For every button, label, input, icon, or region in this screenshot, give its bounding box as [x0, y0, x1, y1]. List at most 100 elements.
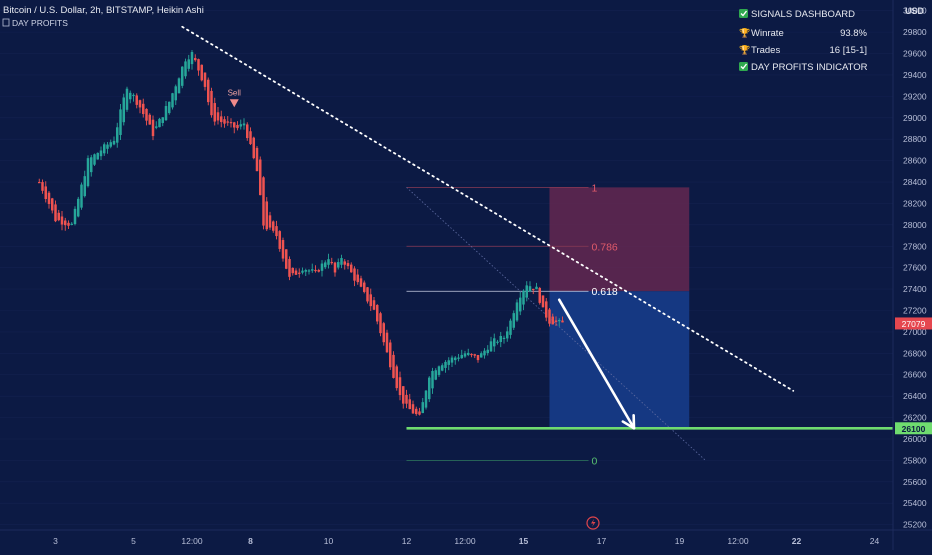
candle-body: [340, 258, 343, 265]
candle-body: [275, 226, 278, 237]
candle-body: [415, 408, 418, 415]
x-tick-label: 8: [248, 536, 253, 546]
candle-body: [431, 370, 434, 389]
currency-label: USD: [905, 6, 925, 16]
candle-body: [255, 147, 259, 172]
candle-body: [142, 103, 145, 115]
indicator-name: DAY PROFITS: [12, 18, 68, 28]
candle-body: [541, 295, 545, 308]
candle-body: [233, 122, 236, 128]
candle-body: [96, 152, 99, 160]
candle-body: [216, 112, 220, 121]
candle-body: [330, 261, 333, 264]
y-tick-label: 30000: [903, 6, 927, 16]
y-tick-label: 28800: [903, 134, 927, 144]
candle-body: [116, 127, 119, 143]
candle-body: [418, 411, 421, 415]
y-tick-label: 27800: [903, 241, 927, 251]
time-axis[interactable]: 3 5 12:00 8 10 12 12:00 15 17 19 12:00 22 24: [53, 536, 879, 546]
stop-loss-zone: [549, 187, 690, 292]
candle-body: [259, 159, 262, 196]
candle-body: [301, 270, 304, 273]
x-tick-label: 5: [131, 536, 136, 546]
candle-body: [561, 320, 564, 323]
candle-body: [551, 316, 554, 325]
indicator-icon: [2, 18, 10, 27]
y-tick-label: 28200: [903, 198, 927, 208]
y-tick-label: 29800: [903, 27, 927, 37]
y-tick-label: 25200: [903, 520, 927, 530]
y-tick-label: 29200: [903, 91, 927, 101]
candle-body: [353, 268, 356, 281]
candle-body: [441, 365, 444, 371]
candle-body: [135, 95, 138, 105]
candle-body: [454, 357, 457, 361]
candle-body: [161, 117, 164, 123]
dashboard-title: SIGNALS DASHBOARD: [751, 9, 855, 20]
candle-body: [512, 313, 515, 328]
candle-body: [558, 320, 561, 322]
candle-body: [70, 223, 73, 225]
candle-body: [499, 336, 502, 343]
check-icon: [739, 62, 748, 71]
candle-body: [337, 262, 340, 268]
candle-body: [262, 177, 265, 226]
candle-body: [411, 404, 415, 414]
lightning-icon[interactable]: [586, 516, 600, 530]
candle-body: [125, 88, 129, 110]
candle-body: [207, 79, 210, 103]
candle-body: [298, 272, 301, 274]
y-tick-label: 27000: [903, 327, 927, 337]
projection-arrow-head: [621, 413, 636, 430]
candle-body: [506, 331, 509, 339]
candle-body: [359, 278, 363, 287]
x-tick-label: 12:00: [181, 536, 203, 546]
candle-body: [132, 94, 135, 97]
trophy-icon: 🏆: [739, 27, 750, 38]
candle-body: [525, 285, 528, 298]
x-tick-label: 17: [597, 536, 607, 546]
candle-body: [177, 78, 181, 94]
candle-body: [83, 176, 86, 197]
y-tick-label: 25400: [903, 498, 927, 508]
candle-body: [444, 361, 447, 368]
candle-body: [187, 59, 190, 69]
candle-body: [190, 52, 194, 65]
candle-body: [57, 212, 60, 221]
candle-body: [424, 390, 428, 408]
y-tick-label: 26400: [903, 391, 927, 401]
price-axis[interactable]: 25200 25400 25600 25800 26000 26200 26400 26600…: [903, 6, 927, 530]
candle-body: [67, 222, 70, 226]
candle-body: [122, 97, 125, 123]
x-tick-label: 10: [324, 536, 334, 546]
candle-body: [148, 114, 151, 125]
candle-body: [168, 101, 171, 114]
sell-signal-label: Sell: [228, 88, 242, 97]
y-tick-label: 28400: [903, 177, 927, 187]
fib-level-label: 1: [592, 182, 598, 194]
candle-body: [291, 267, 294, 274]
candle-body: [77, 198, 80, 217]
y-tick-label: 25600: [903, 477, 927, 487]
candle-body: [54, 204, 57, 222]
candle-body: [509, 320, 512, 335]
candle-body: [363, 282, 366, 292]
candle-body: [288, 259, 291, 277]
candle-body: [395, 366, 398, 389]
x-tick-label: 12:00: [727, 536, 749, 546]
candles: [38, 50, 564, 416]
replay-button[interactable]: [586, 516, 600, 530]
candle-body: [41, 182, 44, 191]
candle-body: [119, 109, 122, 135]
candle-body: [246, 124, 249, 139]
candle-body: [93, 154, 96, 165]
candle-body: [333, 262, 337, 273]
candle-body: [382, 323, 385, 343]
candle-body: [389, 342, 392, 368]
trades-value: 16 [15-1]: [830, 45, 868, 56]
candle-body: [343, 261, 346, 265]
candle-body: [489, 341, 493, 352]
x-tick-label: 3: [53, 536, 58, 546]
